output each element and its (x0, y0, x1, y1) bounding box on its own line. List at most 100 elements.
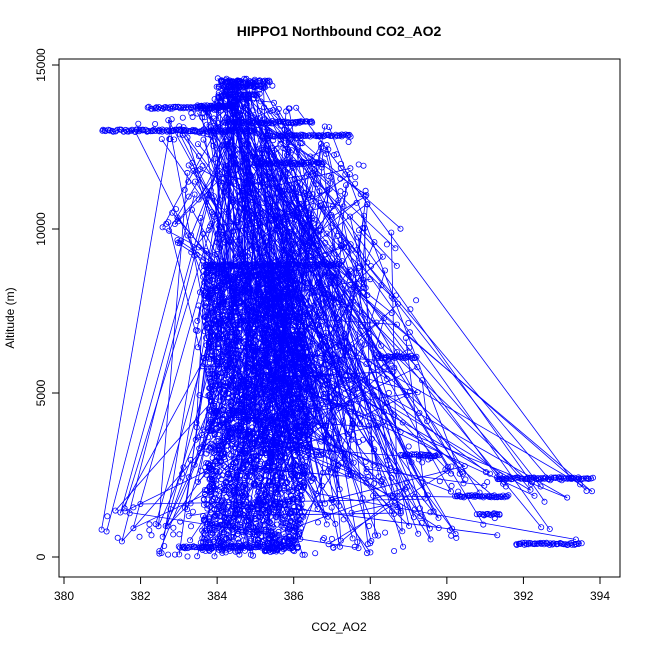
data-point (406, 344, 413, 351)
data-point (210, 313, 217, 320)
data-point (329, 297, 336, 304)
data-point (297, 481, 304, 488)
series-line (240, 428, 353, 474)
data-point (205, 447, 212, 454)
data-point (208, 440, 215, 447)
series-line (237, 85, 239, 87)
data-point (332, 471, 339, 478)
data-point (215, 94, 222, 101)
data-point (347, 213, 354, 220)
data-point (300, 479, 307, 486)
series-line (320, 143, 369, 544)
series-line (261, 503, 498, 536)
data-point (176, 531, 183, 538)
data-point (201, 486, 208, 493)
data-point (205, 392, 212, 399)
series-line (265, 414, 317, 494)
data-point (185, 162, 192, 169)
data-point (194, 317, 201, 324)
data-point (285, 139, 292, 146)
data-point (331, 446, 338, 453)
data-point (236, 551, 243, 558)
data-point (179, 470, 186, 477)
data-point (310, 387, 317, 394)
data-point (229, 196, 236, 203)
data-point (364, 259, 371, 266)
series-line (203, 304, 221, 445)
series-line (310, 148, 329, 157)
data-point (269, 82, 276, 89)
data-point (194, 434, 201, 441)
series-line (218, 415, 378, 428)
data-point (242, 183, 249, 190)
data-point (158, 136, 165, 143)
data-point (419, 459, 426, 466)
data-point (185, 193, 192, 200)
data-point (165, 219, 172, 226)
series-line (213, 377, 234, 424)
data-point (254, 456, 261, 463)
data-point (238, 425, 245, 432)
data-point (228, 442, 235, 449)
data-point (221, 514, 228, 521)
data-point (218, 182, 225, 189)
series-line (318, 282, 532, 485)
data-point (355, 161, 362, 168)
data-point (184, 134, 191, 141)
data-point (257, 84, 264, 91)
data-point (345, 304, 352, 311)
data-point (413, 297, 420, 304)
data-point (307, 153, 314, 160)
data-point (281, 487, 288, 494)
data-point (328, 496, 335, 503)
data-point (233, 219, 240, 226)
series-line (265, 253, 291, 505)
data-point (337, 188, 344, 195)
data-point (310, 202, 317, 209)
series-line (194, 363, 219, 465)
data-point (211, 430, 218, 437)
data-point (394, 300, 401, 307)
data-point (227, 83, 234, 90)
series-line (205, 295, 531, 491)
series-line (302, 240, 305, 244)
data-point (378, 342, 385, 349)
data-point (195, 302, 202, 309)
data-point (392, 245, 399, 252)
data-point (336, 543, 343, 550)
series-line (245, 98, 250, 405)
data-point (287, 292, 294, 299)
data-point (375, 532, 382, 539)
data-point (327, 180, 334, 187)
data-point (271, 467, 278, 474)
data-point (196, 289, 203, 296)
data-point (345, 138, 352, 145)
data-point (410, 514, 417, 521)
data-point (323, 521, 330, 528)
series-line (390, 232, 398, 507)
data-point (156, 548, 163, 555)
data-point (282, 175, 289, 182)
data-point (343, 353, 350, 360)
data-point (363, 550, 370, 557)
data-point (249, 317, 256, 324)
data-point (215, 83, 222, 90)
series-line (222, 85, 225, 88)
series-line (177, 216, 374, 466)
series-line (203, 234, 303, 555)
data-point (220, 529, 227, 536)
data-point (537, 483, 544, 490)
data-point (194, 141, 201, 148)
data-point (486, 470, 493, 477)
data-point (264, 82, 271, 89)
data-point (256, 90, 263, 97)
data-point (572, 536, 579, 543)
series-line (280, 236, 416, 498)
data-point (165, 117, 172, 124)
series-line (295, 107, 572, 480)
data-point (314, 519, 321, 526)
data-point (232, 309, 239, 316)
data-point (302, 208, 309, 215)
series-line (289, 190, 345, 384)
data-point (301, 432, 308, 439)
